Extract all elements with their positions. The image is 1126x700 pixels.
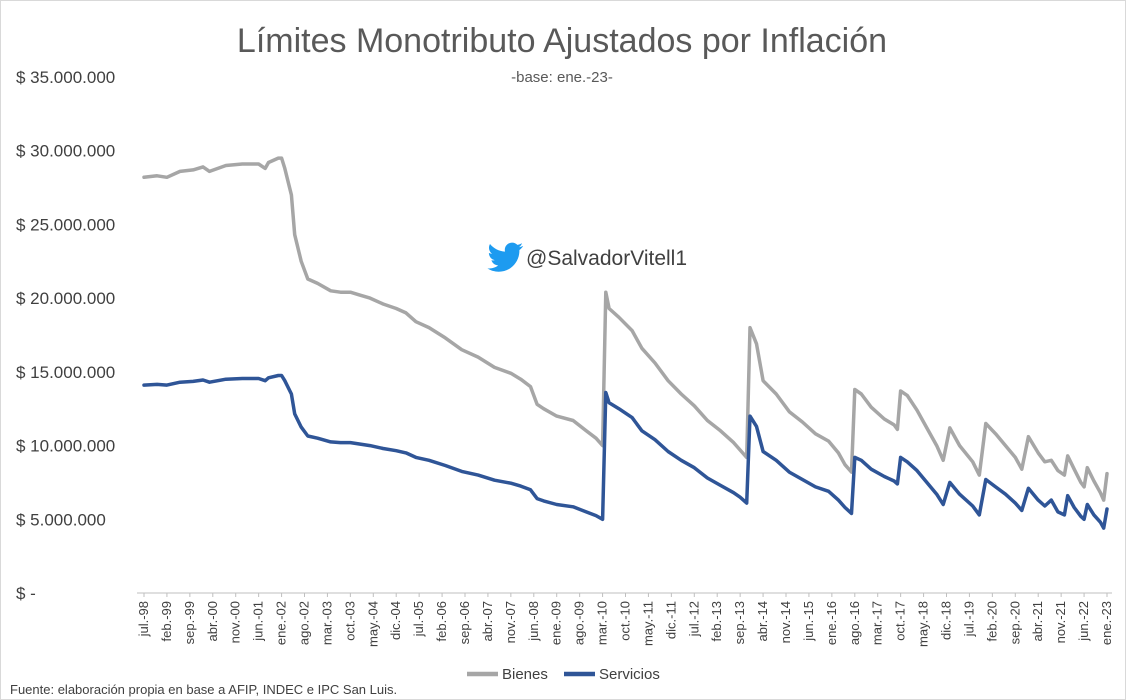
x-tick-label: may.-04 [365, 601, 380, 647]
x-tick-label: nov.-21 [1053, 601, 1068, 643]
x-tick-label: abr.-07 [480, 601, 495, 641]
x-tick-label: sep.-06 [457, 601, 472, 644]
x-tick-label: oct.-03 [342, 601, 357, 641]
x-tick-label: mar.-03 [319, 601, 334, 645]
x-tick-label: ene.-09 [549, 601, 564, 645]
x-tick-label: feb.-13 [709, 601, 724, 641]
x-tick-label: dic.-04 [388, 601, 403, 640]
x-tick-label: may.-18 [916, 601, 931, 647]
x-tick-label: ene.-23 [1099, 601, 1114, 645]
x-tick-label: sep.-13 [732, 601, 747, 644]
x-tick-label: ago.-16 [847, 601, 862, 645]
x-tick-label: jun.-08 [526, 601, 541, 642]
series-line-servicios [142, 373, 1109, 530]
y-tick-label: $ - [16, 584, 36, 603]
x-tick-label: ene.-16 [824, 601, 839, 645]
series-lines [142, 156, 1109, 530]
x-tick-label: mar.-17 [870, 601, 885, 645]
x-tick-label: nov.-07 [503, 601, 518, 643]
x-tick-label: nov.-14 [778, 601, 793, 643]
x-tick-label: oct.-10 [618, 601, 633, 641]
x-tick-label: ago.-02 [297, 601, 312, 645]
x-tick-label: sep.-99 [182, 601, 197, 644]
x-tick-label: jul.-98 [136, 601, 151, 637]
x-tick-label: jun.-01 [251, 601, 266, 642]
y-tick-label: $ 15.000.000 [16, 363, 115, 382]
x-tick-label: abr.-21 [1030, 601, 1045, 641]
x-tick-label: jun.-15 [801, 601, 816, 642]
y-axis: $ - $ 5.000.000 $ 10.000.000 $ 15.000.000 $ … [16, 68, 115, 603]
chart-subtitle: -base: ene.-23- [511, 69, 613, 86]
twitter-bird-icon [487, 242, 524, 272]
x-tick-label: dic.-11 [663, 601, 678, 639]
x-tick-label: may.-11 [640, 601, 655, 646]
x-tick-label: ago.-09 [572, 601, 587, 645]
x-axis: jul.-98 feb.-99 sep.-99 abr.-00 nov.-00 jun.-… [136, 593, 1114, 647]
x-tick-label: jul.-19 [961, 601, 976, 637]
x-tick-label: feb.-20 [984, 601, 999, 641]
series-line-bienes [142, 156, 1109, 502]
legend: Bienes Servicios [467, 666, 660, 683]
y-tick-label: $ 25.000.000 [16, 215, 115, 234]
twitter-handle: @SalvadorVitell1 [526, 247, 687, 270]
source-note: Fuente: elaboración propia en base a AFI… [10, 682, 397, 697]
x-tick-label: jul.-12 [686, 601, 701, 637]
x-tick-label: abr.-14 [755, 601, 770, 641]
legend-label-servicios: Servicios [599, 666, 660, 683]
twitter-watermark: @SalvadorVitell1 [487, 242, 687, 272]
chart-title: Límites Monotributo Ajustados por Inflac… [237, 22, 887, 60]
x-tick-label: mar.-10 [595, 601, 610, 645]
x-tick-label: jul.-05 [411, 601, 426, 637]
x-tick-label: sep.-20 [1007, 601, 1022, 644]
y-tick-label: $ 10.000.000 [16, 437, 115, 456]
x-tick-label: feb.-99 [159, 601, 174, 641]
x-tick-label: nov.-00 [228, 601, 243, 643]
x-tick-label: jun.-22 [1076, 601, 1091, 642]
y-tick-label: $ 20.000.000 [16, 289, 115, 308]
x-tick-label: dic.-18 [939, 601, 954, 640]
y-tick-label: $ 35.000.000 [16, 68, 115, 87]
x-tick-label: ene.-02 [274, 601, 289, 645]
y-tick-label: $ 30.000.000 [16, 142, 115, 161]
x-tick-label: abr.-00 [205, 601, 220, 641]
x-tick-label: oct.-17 [893, 601, 908, 641]
legend-label-bienes: Bienes [502, 666, 548, 683]
x-tick-label: feb.-06 [434, 601, 449, 641]
y-tick-label: $ 5.000.000 [16, 510, 106, 529]
